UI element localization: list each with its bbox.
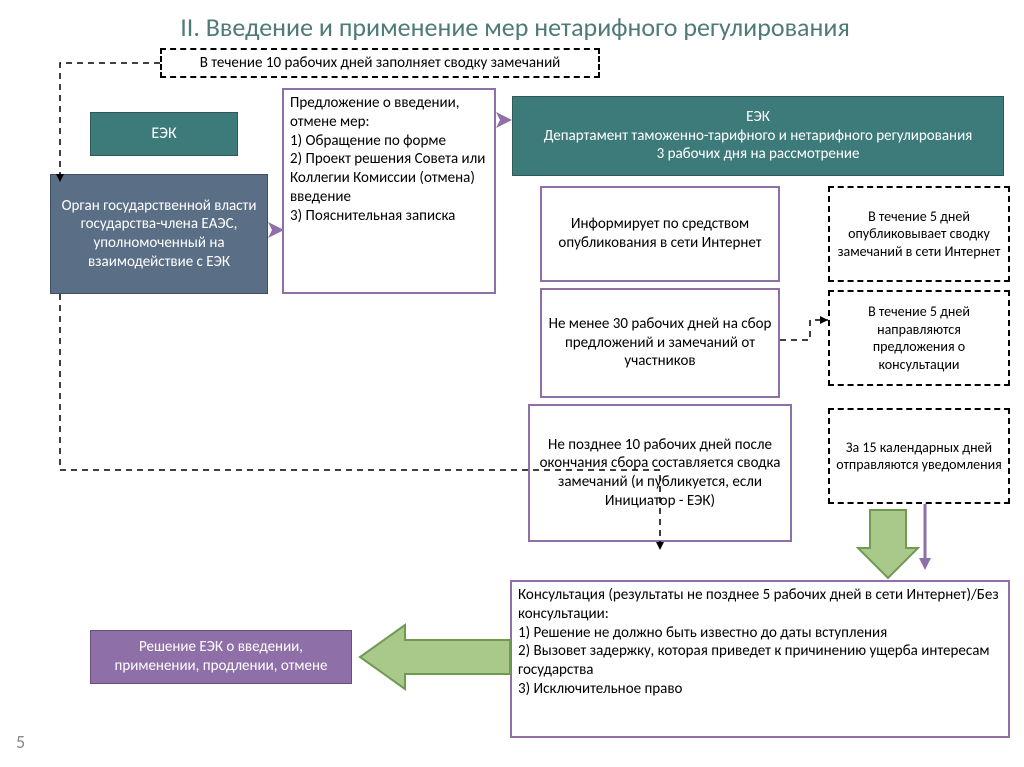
authority-box: Орган государственной власти государства… — [50, 174, 268, 294]
days10-late-box: Не позднее 10 рабочих дней после окончан… — [528, 404, 792, 542]
days30-box: Не менее 30 рабочих дней на сбор предлож… — [540, 288, 780, 398]
top-note: В течение 10 рабочих дней заполняет свод… — [160, 48, 600, 78]
department-box: ЕЭК Департамент таможенно-тарифного и не… — [512, 96, 1004, 176]
arrow-down-icon — [858, 510, 918, 578]
page-title: II. Введение и применение мер нетарифног… — [80, 10, 950, 44]
arrow-left-icon — [360, 625, 510, 689]
days5-consult-box: В течение 5 дней направляются предложени… — [828, 290, 1010, 386]
decision-box: Решение ЕЭК о введении, применении, прод… — [90, 630, 352, 684]
eek-box: ЕЭК — [90, 112, 238, 156]
chevron-right-icon — [496, 112, 512, 128]
days5-publish-box: В течение 5 дней опубликовывает сводку з… — [828, 186, 1010, 282]
proposal-box: Предложение о введении, отмене мер: 1) О… — [282, 88, 496, 294]
days15-box: За 15 календарных дней отправляются увед… — [828, 408, 1010, 504]
inform-box: Информирует по средством опубликования в… — [540, 186, 780, 282]
consultation-box: Консультация (результаты не позднее 5 ра… — [510, 580, 1010, 738]
diagram-canvas: II. Введение и применение мер нетарифног… — [0, 0, 1024, 767]
page-number: 5 — [10, 730, 40, 754]
